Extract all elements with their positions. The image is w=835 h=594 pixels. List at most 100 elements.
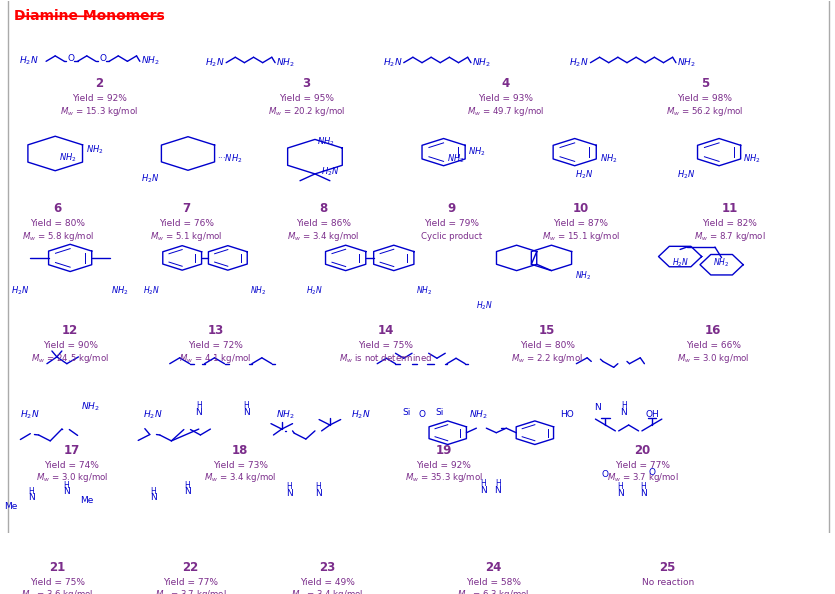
Text: Yield = 80%: Yield = 80% <box>520 341 574 350</box>
Text: $H_2N$: $H_2N$ <box>143 409 163 421</box>
Text: Yield = 75%: Yield = 75% <box>358 341 413 350</box>
Text: O: O <box>602 470 609 479</box>
Text: Yield = 75%: Yield = 75% <box>30 577 85 586</box>
Text: $NH_2$: $NH_2$ <box>317 135 335 148</box>
Text: $M_w$ is not determined: $M_w$ is not determined <box>339 352 432 365</box>
Text: 8: 8 <box>319 202 327 215</box>
Text: 10: 10 <box>572 202 589 215</box>
Text: $H_2N$: $H_2N$ <box>575 169 594 181</box>
Text: Yield = 86%: Yield = 86% <box>296 219 351 228</box>
Text: H: H <box>243 400 249 410</box>
Text: $H_2N$: $H_2N$ <box>18 55 38 67</box>
Text: 15: 15 <box>539 324 555 337</box>
Text: H: H <box>150 486 156 495</box>
Text: $NH_2$: $NH_2$ <box>140 55 159 67</box>
Text: Yield = 95%: Yield = 95% <box>279 94 334 103</box>
Text: $M_w$ = 49.7 kg/mol: $M_w$ = 49.7 kg/mol <box>468 105 544 118</box>
Text: $H_2N$: $H_2N$ <box>11 285 29 297</box>
Text: H: H <box>480 479 486 488</box>
Text: $H_2N$: $H_2N$ <box>306 285 323 297</box>
Text: 2: 2 <box>95 77 104 90</box>
Text: Yield = 58%: Yield = 58% <box>466 577 521 586</box>
Text: 24: 24 <box>485 561 502 574</box>
Text: Yield = 79%: Yield = 79% <box>424 219 479 228</box>
Text: HO: HO <box>559 410 574 419</box>
Text: Yield = 49%: Yield = 49% <box>300 577 355 586</box>
Text: N: N <box>617 489 624 498</box>
Text: $H_2N$: $H_2N$ <box>382 56 402 69</box>
Text: N: N <box>479 486 487 495</box>
Text: N: N <box>184 487 190 496</box>
Text: $M_w$ = 6.3 kg/mol: $M_w$ = 6.3 kg/mol <box>458 588 529 594</box>
Text: Si: Si <box>435 407 443 416</box>
Text: No reaction: No reaction <box>641 577 694 586</box>
Text: H: H <box>617 482 623 491</box>
Text: $H_2N$: $H_2N$ <box>676 169 695 181</box>
Text: O: O <box>99 54 106 63</box>
Text: $M_w$ = 5.8 kg/mol: $M_w$ = 5.8 kg/mol <box>22 230 94 243</box>
Text: Yield = 87%: Yield = 87% <box>553 219 608 228</box>
Text: $M_w$ = 2.2 kg/mol: $M_w$ = 2.2 kg/mol <box>511 352 584 365</box>
Text: Cyclic product: Cyclic product <box>421 232 483 241</box>
Text: $NH_2$: $NH_2$ <box>417 285 433 297</box>
Text: 3: 3 <box>302 77 311 90</box>
Text: $M_w$ = 3.4 kg/mol: $M_w$ = 3.4 kg/mol <box>287 230 359 243</box>
Text: $M_w$ = 15.1 kg/mol: $M_w$ = 15.1 kg/mol <box>542 230 620 243</box>
Text: $M_w$ = 3.0 kg/mol: $M_w$ = 3.0 kg/mol <box>36 472 108 484</box>
Text: H: H <box>286 482 292 491</box>
Text: $NH_2$: $NH_2$ <box>743 153 761 165</box>
Text: $NH_2$: $NH_2$ <box>575 269 591 282</box>
Text: $NH_2$: $NH_2$ <box>86 144 104 156</box>
Text: Si: Si <box>402 407 411 416</box>
Text: Yield = 82%: Yield = 82% <box>702 219 757 228</box>
Text: H: H <box>640 482 646 491</box>
Text: 7: 7 <box>182 202 190 215</box>
Text: $M_w$ = 3.4 kg/mol: $M_w$ = 3.4 kg/mol <box>291 588 363 594</box>
Text: $NH_2$: $NH_2$ <box>677 56 696 69</box>
Text: 20: 20 <box>635 444 650 457</box>
Text: 4: 4 <box>502 77 510 90</box>
Text: $M_w$ = 4.1 kg/mol: $M_w$ = 4.1 kg/mol <box>180 352 251 365</box>
Text: $H_2N$: $H_2N$ <box>351 409 370 421</box>
Text: H: H <box>620 400 626 410</box>
Text: H: H <box>196 400 201 410</box>
Text: H: H <box>63 481 68 491</box>
Text: $M_w$ = 56.2 kg/mol: $M_w$ = 56.2 kg/mol <box>666 105 744 118</box>
Text: Yield = 77%: Yield = 77% <box>615 460 671 470</box>
Text: N: N <box>149 493 156 502</box>
Text: N: N <box>640 489 647 498</box>
Text: $M_w$ = 15.3 kg/mol: $M_w$ = 15.3 kg/mol <box>60 105 138 118</box>
Text: Yield = 66%: Yield = 66% <box>686 341 741 350</box>
Text: Yield = 74%: Yield = 74% <box>44 460 99 470</box>
Text: 13: 13 <box>207 324 224 337</box>
Text: 25: 25 <box>660 561 676 574</box>
Text: 21: 21 <box>49 561 66 574</box>
Text: 12: 12 <box>62 324 78 337</box>
Text: $H_2N$: $H_2N$ <box>321 166 340 178</box>
Text: Yield = 73%: Yield = 73% <box>213 460 268 470</box>
Text: N: N <box>594 403 600 412</box>
Text: $H_2N$: $H_2N$ <box>140 172 159 185</box>
Text: $NH_2$: $NH_2$ <box>81 400 100 413</box>
Text: $H_2N$: $H_2N$ <box>144 285 160 297</box>
Text: $M_w$ = 35.3 kg/mol: $M_w$ = 35.3 kg/mol <box>405 472 483 484</box>
Text: $H_2N$: $H_2N$ <box>205 56 225 69</box>
Text: Me: Me <box>80 496 94 505</box>
Text: $M_w$ = 3.7 kg/mol: $M_w$ = 3.7 kg/mol <box>154 588 226 594</box>
Text: $M_w$ = 3.4 kg/mol: $M_w$ = 3.4 kg/mol <box>204 472 276 484</box>
Text: $NH_2$: $NH_2$ <box>469 409 488 421</box>
Text: 18: 18 <box>232 444 249 457</box>
Text: N: N <box>286 489 292 498</box>
Text: Yield = 80%: Yield = 80% <box>30 219 85 228</box>
Text: 16: 16 <box>705 324 721 337</box>
Text: O: O <box>418 410 426 419</box>
Text: ···$NH_2$: ···$NH_2$ <box>217 153 243 165</box>
Text: Yield = 76%: Yield = 76% <box>159 219 214 228</box>
Text: Yield = 92%: Yield = 92% <box>72 94 127 103</box>
Text: N: N <box>243 408 250 417</box>
Text: Me: Me <box>4 501 18 510</box>
Text: $M_w$ = 5.1 kg/mol: $M_w$ = 5.1 kg/mol <box>150 230 223 243</box>
Text: H: H <box>185 481 190 491</box>
Text: $M_w$ = 24.5 kg/mol: $M_w$ = 24.5 kg/mol <box>31 352 109 365</box>
Text: N: N <box>195 408 202 417</box>
